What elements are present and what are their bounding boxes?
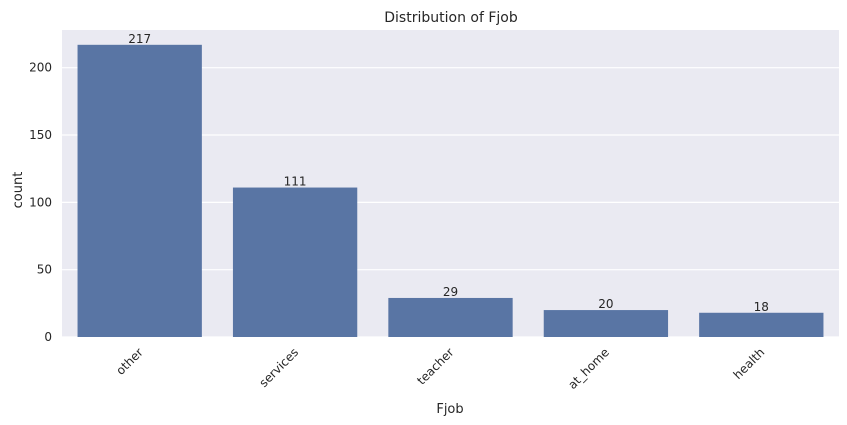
x-tick-label: services — [256, 345, 301, 390]
bars — [77, 44, 824, 338]
y-tick-label: 200 — [29, 61, 52, 75]
x-tick-label: at_home — [565, 345, 612, 392]
bar-health — [699, 312, 824, 337]
y-tick-label: 150 — [29, 128, 52, 142]
bar-value-label: 18 — [754, 300, 769, 314]
x-tick-label: teacher — [414, 345, 456, 387]
y-tick-label: 100 — [29, 195, 52, 209]
x-tick-labels: other services teacher at_home health — [113, 345, 767, 392]
x-tick-label: health — [731, 345, 768, 382]
x-tick-label: other — [113, 345, 146, 378]
bar-other — [77, 44, 202, 338]
bar-value-label: 20 — [598, 297, 613, 311]
y-tick-label: 50 — [37, 263, 52, 277]
x-axis-label: Fjob — [436, 402, 463, 417]
bar-value-label: 111 — [284, 175, 307, 189]
y-tick-label: 0 — [44, 330, 52, 344]
bar-teacher — [388, 297, 513, 337]
y-axis-label: count — [11, 172, 26, 209]
y-tick-labels: 0 50 100 150 200 — [29, 61, 52, 344]
bar-value-label: 217 — [128, 32, 151, 46]
bar-value-labels: 217 111 29 20 18 — [128, 32, 769, 314]
chart-title: Distribution of Fjob — [384, 10, 518, 26]
bar-services — [232, 187, 358, 337]
bar-at_home — [543, 310, 669, 337]
bar-value-label: 29 — [443, 285, 458, 299]
